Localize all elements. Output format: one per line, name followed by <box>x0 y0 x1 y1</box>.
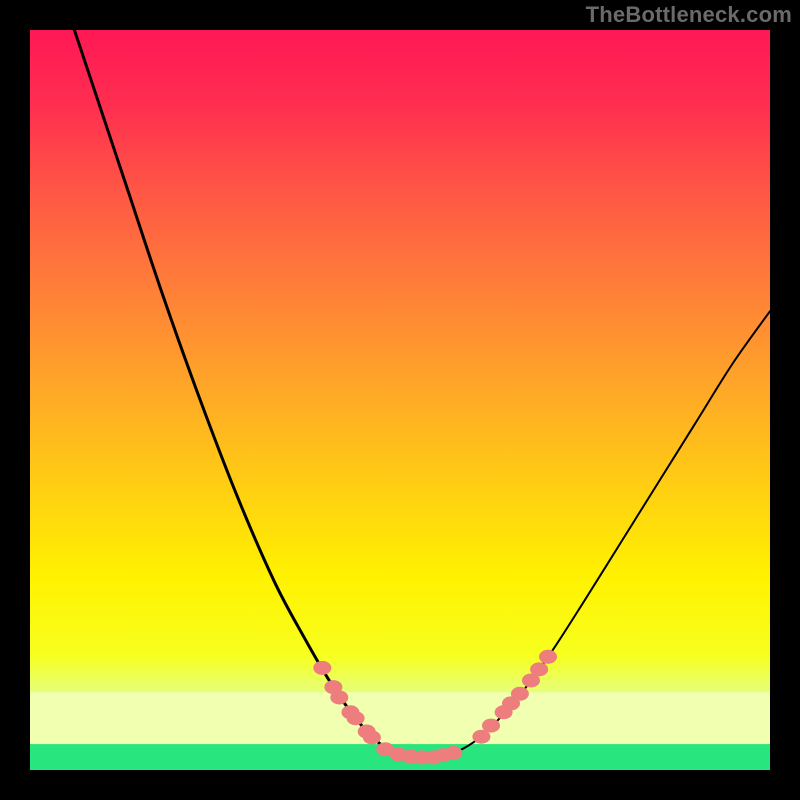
watermark-text: TheBottleneck.com <box>586 2 792 28</box>
marker-point <box>539 650 557 664</box>
marker-point <box>511 687 529 701</box>
figure-root: TheBottleneck.com <box>0 0 800 800</box>
marker-point <box>482 719 500 733</box>
marker-point <box>313 661 331 675</box>
marker-point <box>530 662 548 676</box>
marker-point <box>330 690 348 704</box>
marker-point <box>363 730 381 744</box>
plot-area <box>30 30 770 770</box>
markers-svg <box>30 30 770 770</box>
marker-point <box>444 746 462 760</box>
marker-group <box>313 650 557 765</box>
marker-point <box>347 711 365 725</box>
